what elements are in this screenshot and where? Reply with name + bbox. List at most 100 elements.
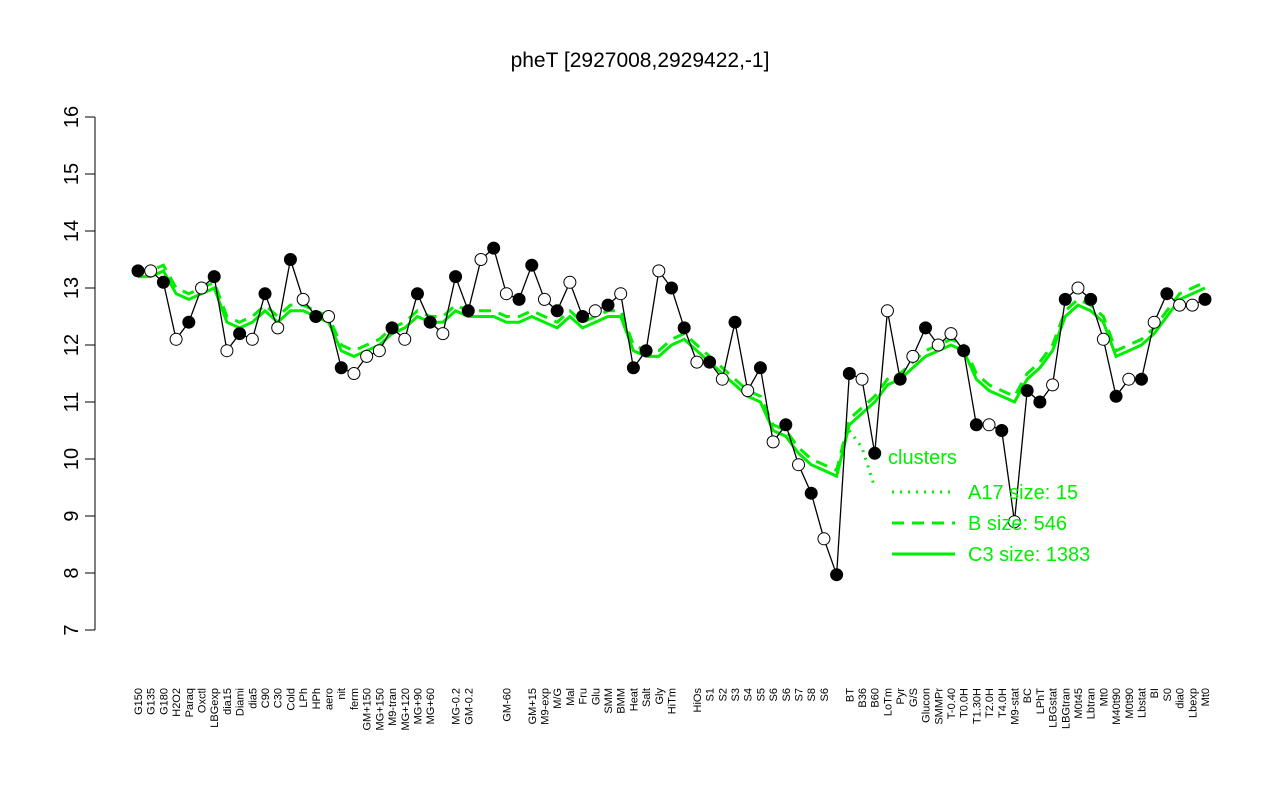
data-point [195,281,209,295]
data-point [715,372,729,386]
data-point [233,327,247,341]
x-tick-label: S1 [705,688,717,701]
x-tick-label: GM-0.2 [463,688,475,725]
data-point [385,321,399,335]
data-point [690,355,704,369]
data-point [360,349,374,363]
data-point [182,315,196,329]
x-tick-label: Lbexp [1187,688,1199,718]
y-tick-label: 7 [61,624,83,635]
data-point [499,287,513,301]
chart-title: pheT [2927008,2929422,-1] [511,49,770,72]
data-point [944,327,958,341]
x-tick-label: M9-exp [539,688,551,725]
y-tick-label: 10 [61,448,83,470]
x-tick-label: Cold [285,688,297,711]
data-point [626,361,640,375]
data-point [372,344,386,358]
y-tick-label: 16 [61,106,83,128]
x-tick-label: LBGtran [1060,688,1072,729]
data-point [830,568,844,582]
x-tick-label: Mal [565,688,577,706]
data-point [1046,378,1060,392]
x-tick-label: G135 [146,688,158,715]
x-tick-label: M/G [552,688,564,709]
data-point [525,258,539,272]
data-point [893,372,907,386]
x-tick-label: Gly [654,688,666,705]
data-point [995,424,1009,437]
x-tick-label: M9-stat [1009,688,1021,725]
cluster-line [848,429,877,488]
x-tick-label: Oxctl [197,688,209,713]
x-tick-label: LoTm [882,688,894,716]
x-tick-label: SMMPr [933,688,945,725]
data-point [982,418,996,432]
x-tick-label: GM+150 [362,688,374,731]
data-point [1173,298,1187,312]
x-tick-label: dia15 [222,688,234,715]
x-tick-label: GM+15 [527,688,539,724]
x-tick-label: dia0 [1175,688,1187,709]
x-tick-label: S3 [730,688,742,701]
y-tick-label: 15 [61,163,83,185]
data-point [741,384,755,398]
data-point [1198,292,1212,306]
x-tick-label: MG+150 [374,688,386,731]
data-point [766,435,780,449]
data-point [728,315,742,329]
x-tick-label: LBGstat [1048,688,1060,728]
data-point [842,367,856,380]
x-tick-label: LBGexp [209,688,221,728]
x-tick-label: Diami [235,688,247,716]
x-tick-label: GM-60 [501,688,513,722]
data-point [563,275,577,289]
x-tick-label: MG+90 [412,688,424,724]
data-point [601,298,615,312]
x-tick-label: T4.0H [997,688,1009,718]
data-point [410,287,424,301]
data-point [817,532,831,546]
x-tick-label: G/S [908,688,920,707]
data-point [588,304,602,318]
data-point [347,367,361,380]
data-point [855,372,869,386]
x-tick-label: Lbtran [1086,688,1098,719]
data-point [1147,315,1161,329]
data-point [639,344,653,358]
x-tick-label: M0t45 [1073,688,1085,719]
data-point [1033,395,1047,409]
data-point [703,355,717,369]
x-tick-label: BMM [616,688,628,714]
x-tick-label: Lbstat [1136,688,1148,718]
data-point [512,292,526,306]
legend-label: B size: 546 [968,513,1067,535]
x-tick-label: nit [336,688,348,700]
x-tick-label: M0t90 [1124,688,1136,719]
data-point [1134,372,1148,386]
data-point [474,253,488,266]
data-point [461,304,475,318]
legend-label: C3 size: 1383 [968,544,1090,566]
data-point [779,418,793,432]
x-tick-label: BC [1022,688,1034,703]
data-point [868,446,882,460]
x-tick-label: LPhT [1035,688,1047,715]
x-tick-label: G180 [158,688,170,715]
legend-label: A17 size: 15 [968,482,1078,504]
x-tick-label: B60 [870,688,882,708]
data-point [398,332,412,346]
x-tick-label: S6 [819,688,831,701]
x-tick-label: S6 [768,688,780,701]
data-point [576,310,590,323]
x-tick-label: S2 [717,688,729,701]
data-point [919,321,933,335]
data-point [804,486,818,500]
data-point [753,361,767,375]
x-tick-label: S8 [806,688,818,701]
x-tick-label: MG-0.2 [451,688,463,725]
data-point [550,304,564,318]
x-tick-label: SMM [603,688,615,714]
data-point [334,361,348,375]
